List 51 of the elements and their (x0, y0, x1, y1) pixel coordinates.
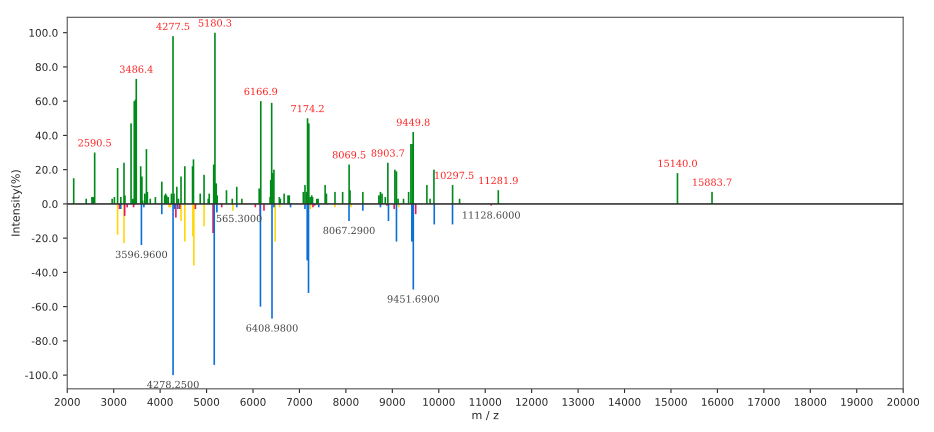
annotation: 8903.7 (372, 149, 404, 157)
x-tick-label: 6000 (240, 398, 266, 406)
annotation: 8067.2900 (323, 226, 375, 234)
y-axis-title: Intensity(%) (11, 170, 22, 236)
annotation: 6408.9800 (246, 324, 298, 332)
y-tick-label: 80.0 (36, 63, 58, 72)
x-tick-label: 8000 (333, 398, 358, 406)
y-tick-label: -40.0 (32, 268, 58, 276)
x-axis-title: m / z (472, 411, 498, 420)
x-tick-label: 19000 (841, 398, 873, 406)
x-tick-label: 9000 (380, 398, 405, 406)
y-tick-label: -100.0 (25, 371, 58, 380)
annotation: 3596.9600 (116, 250, 168, 258)
annotation: 10297.5 (435, 172, 474, 180)
y-tick-label: 0.0 (42, 200, 58, 208)
annotation: 15140.0 (658, 160, 697, 168)
x-tick-label: 11000 (470, 398, 502, 406)
x-tick-label: 17000 (748, 398, 780, 406)
annotation: 5180.3 (198, 19, 232, 27)
annotation: 11128.6000 (462, 211, 520, 219)
annotation: 11281.9 (479, 176, 518, 184)
x-tick-label: 10000 (423, 398, 455, 406)
annotation: 15883.7 (693, 178, 732, 186)
x-tick-label: 5000 (194, 398, 220, 406)
y-tick-label: 100.0 (30, 28, 58, 37)
annotation: 6166.9 (244, 88, 278, 96)
y-tick-label: -80.0 (32, 337, 58, 345)
y-tick-label: 20.0 (36, 166, 58, 174)
x-tick-label: 20000 (887, 398, 920, 406)
x-tick-label: 14000 (609, 398, 640, 406)
y-tick-label: 40.0 (36, 132, 58, 140)
annotation: 2590.5 (78, 139, 111, 146)
y-tick-label: 60.0 (36, 97, 58, 106)
annotation: 8069.5 (332, 151, 366, 158)
x-tick-label: 13000 (562, 398, 594, 406)
x-tick-label: 18000 (794, 398, 826, 406)
annotation: 9451.6900 (388, 295, 439, 303)
x-tick-label: 3000 (101, 398, 126, 406)
x-tick-label: 12000 (516, 398, 548, 406)
annotation: 4278.2500 (147, 380, 199, 388)
x-tick-label: 2000 (54, 398, 80, 406)
y-tick-label: -20.0 (32, 234, 58, 242)
x-tick-label: 4000 (147, 398, 173, 406)
annotation: 3486.4 (120, 66, 153, 73)
annotation: 7174.2 (291, 104, 324, 112)
annotation: 9449.8 (396, 118, 430, 126)
y-tick-label: -60.0 (32, 302, 58, 311)
annotation: 4277.5 (156, 22, 190, 30)
x-tick-label: 7000 (287, 398, 312, 406)
x-tick-label: 16000 (702, 398, 734, 406)
x-tick-label: 15000 (656, 398, 687, 406)
